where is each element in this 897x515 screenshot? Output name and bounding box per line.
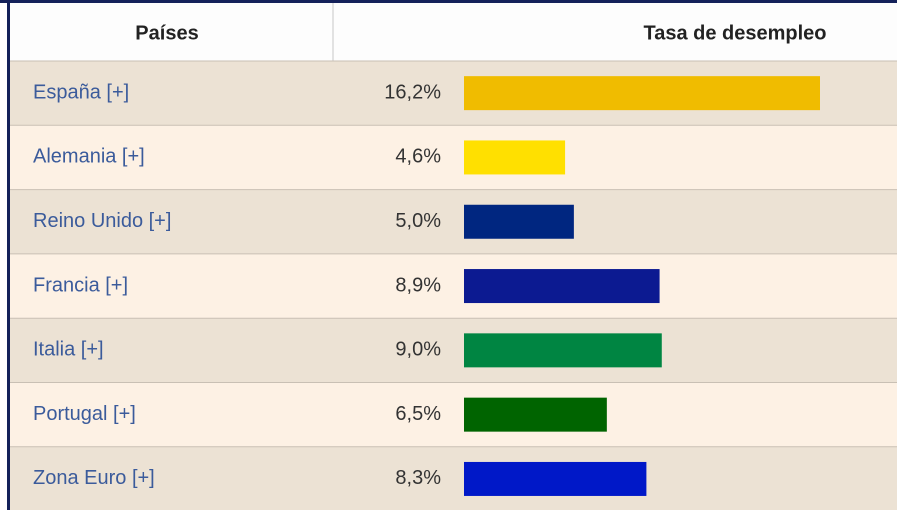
country-link[interactable]: Zona Euro [+] [33,467,155,489]
value-label: 5,0% [395,210,441,232]
country-link[interactable]: Italia [+] [33,339,104,361]
country-link[interactable]: Francia [+] [33,274,128,296]
country-link[interactable]: Reino Unido [+] [33,210,171,232]
bar [464,269,660,304]
bar [464,204,574,239]
row-background [10,446,897,512]
value-label: 4,6% [395,146,441,168]
row-background [10,382,897,447]
bar [464,397,607,432]
value-label: 16,2% [384,81,441,103]
bar [464,140,566,175]
header-country: Países [135,22,198,44]
row-background [10,253,897,319]
bar [464,76,820,111]
country-link[interactable]: Portugal [+] [33,403,136,425]
header-rate: Tasa de desempleo [643,22,826,44]
rows: España [+] 16,2% Alemania [+] 4,6% Reino Uni… [10,60,897,512]
value-label: 8,3% [395,467,441,489]
country-link[interactable]: España [+] [33,81,129,103]
bar [464,461,647,496]
row-background [10,125,897,190]
value-label: 6,5% [395,403,441,425]
row-background [10,189,897,254]
header-row [10,3,897,61]
row-background [10,318,897,383]
value-label: 9,0% [395,339,441,361]
top-border [0,0,897,3]
bar [464,333,662,368]
value-label: 8,9% [395,274,441,296]
country-link[interactable]: Alemania [+] [33,146,145,168]
left-border [7,0,10,510]
